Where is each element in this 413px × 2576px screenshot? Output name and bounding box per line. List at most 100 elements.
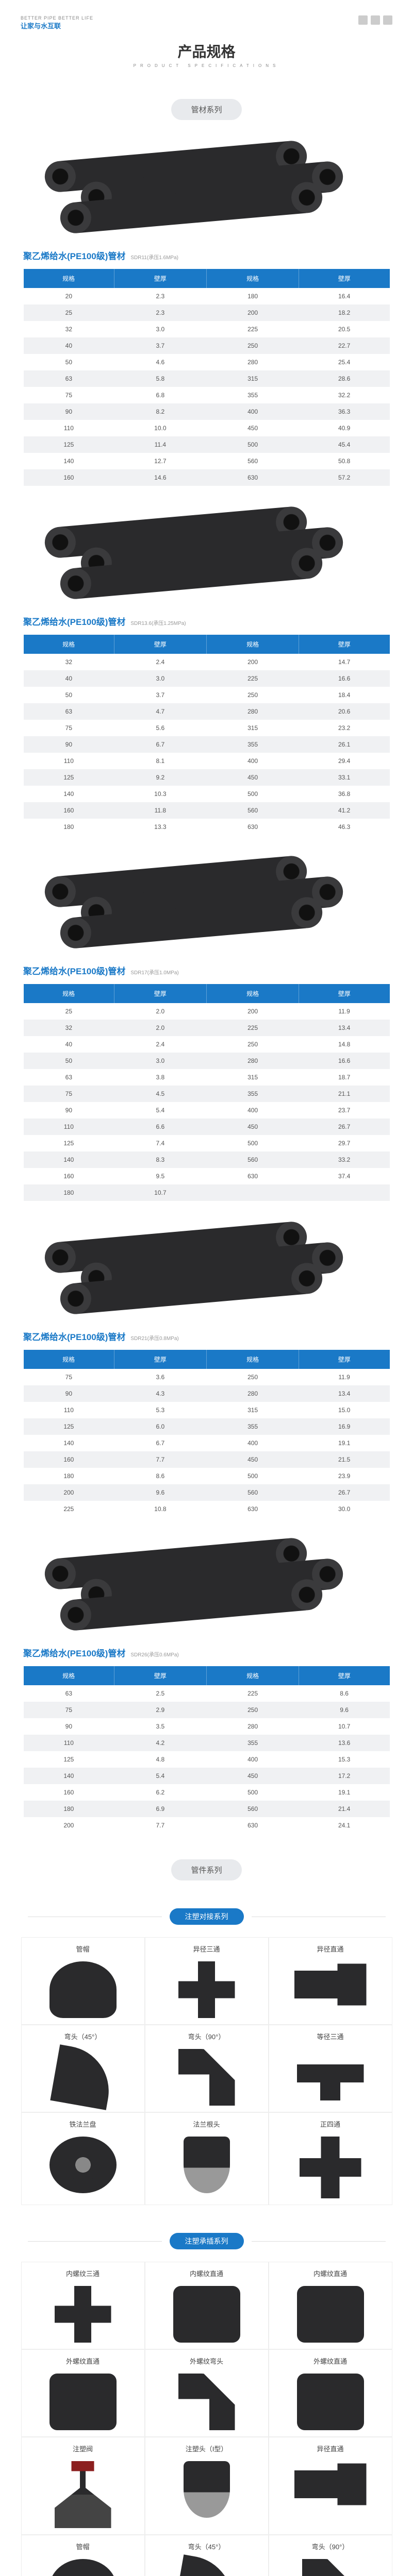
table-row: 252.020011.9 [24, 1003, 390, 1020]
fitting-image [178, 2374, 235, 2430]
table-row: 1406.740019.1 [24, 1435, 390, 1451]
pipe-product-image [21, 1216, 392, 1309]
table-row: 504.628025.4 [24, 354, 390, 370]
fitting-label: 异径直通 [275, 2444, 386, 2453]
table-row: 503.725018.4 [24, 687, 390, 703]
table-row: 1806.956021.4 [24, 1801, 390, 1817]
fitting-label: 外螺纹直通 [28, 2356, 138, 2366]
fitting-image [300, 2137, 361, 2198]
fitting-cell: 弯头（90°） [269, 2535, 392, 2576]
table-row: 1259.245033.1 [24, 769, 390, 786]
fitting-image [173, 2286, 240, 2343]
fitting-image [178, 2049, 235, 2106]
table-row: 322.022513.4 [24, 1020, 390, 1036]
section-pipe-fittings: 管件系列 [171, 1859, 241, 1880]
spec-table: 规格壁厚规格壁厚202.318016.4252.320018.2323.0225… [24, 269, 390, 486]
fitting-image [297, 2049, 364, 2100]
cert-icons [358, 15, 392, 25]
fitting-label: 内螺纹三通 [28, 2268, 138, 2278]
fitting-label: 注塑阀 [28, 2444, 138, 2453]
fitting-label: 正四通 [275, 2119, 386, 2129]
table-row: 1609.563037.4 [24, 1168, 390, 1184]
table-header: 规格 [206, 984, 299, 1003]
fitting-label: 异径三通 [152, 1944, 262, 1954]
fitting-cell: 弯头（90°） [145, 2025, 269, 2112]
fitting-label: 法兰根头 [152, 2119, 262, 2129]
table-row: 754.535521.1 [24, 1086, 390, 1102]
fitting-image [49, 2559, 117, 2576]
fitting-cell: 异径直通 [269, 1937, 392, 2025]
table-row: 12511.450045.4 [24, 436, 390, 453]
fitting-image [55, 2461, 111, 2528]
table-title: 聚乙烯给水(PE100级)管材SDR11(承压1.6MPa) [0, 239, 413, 264]
table-row: 904.328013.4 [24, 1385, 390, 1402]
table-row: 22510.863030.0 [24, 1501, 390, 1517]
fitting-label: 外螺纹弯头 [152, 2356, 262, 2366]
table-row: 202.318016.4 [24, 288, 390, 304]
table-row: 752.92509.6 [24, 1702, 390, 1718]
fitting-cell: 外螺纹直通 [21, 2349, 145, 2437]
fitting-image [49, 2137, 117, 2193]
fitting-cell: 弯头（45°） [145, 2535, 269, 2576]
table-header: 壁厚 [114, 1350, 206, 1369]
table-row: 14010.350036.8 [24, 786, 390, 802]
fitting-cell: 外螺纹直通 [269, 2349, 392, 2437]
table-header: 壁厚 [299, 635, 390, 654]
fitting-cell: 内螺纹三通 [21, 2262, 145, 2349]
fitting-label: 注塑头（I型） [152, 2444, 262, 2453]
table-row: 635.831528.6 [24, 370, 390, 387]
table-row: 906.735526.1 [24, 736, 390, 753]
table-header: 规格 [206, 635, 299, 654]
fitting-label: 异径直通 [275, 1944, 386, 1954]
fitting-cell: 正四通 [269, 2112, 392, 2205]
table-row: 1607.745021.5 [24, 1451, 390, 1468]
fitting-cell: 管帽 [21, 2535, 145, 2576]
table-row: 755.631523.2 [24, 720, 390, 736]
table-row: 1257.450029.7 [24, 1135, 390, 1151]
table-row: 753.625011.9 [24, 1369, 390, 1385]
table-row: 2007.763024.1 [24, 1817, 390, 1834]
table-row: 756.835532.2 [24, 387, 390, 403]
table-row: 2009.656026.7 [24, 1484, 390, 1501]
fitting-cell: 注塑阀 [21, 2437, 145, 2535]
table-header: 规格 [24, 269, 114, 288]
table-header: 规格 [206, 1350, 299, 1369]
fitting-cell: 弯头（45°） [21, 2025, 145, 2112]
table-row: 252.320018.2 [24, 304, 390, 321]
table-header: 壁厚 [114, 1666, 206, 1685]
fitting-label: 弯头（45°） [152, 2541, 262, 2551]
table-header: 壁厚 [299, 984, 390, 1003]
subsection-injection-socket: 注塑承插系列 [170, 2233, 244, 2249]
table-header: 壁厚 [299, 1350, 390, 1369]
table-row: 908.240036.3 [24, 403, 390, 420]
spec-table: 规格壁厚规格壁厚632.52258.6752.92509.6903.528010… [24, 1666, 390, 1834]
table-row: 1104.235513.6 [24, 1735, 390, 1751]
fitting-image [50, 2044, 115, 2110]
table-header: 规格 [24, 1666, 114, 1685]
logo-text: 让家与水互联 [21, 21, 93, 30]
fitting-image [294, 2461, 367, 2507]
table-row: 905.440023.7 [24, 1102, 390, 1118]
fitting-image [302, 2559, 359, 2576]
pipe-product-image [21, 851, 392, 943]
table-row: 1408.356033.2 [24, 1151, 390, 1168]
fitting-image [184, 2461, 230, 2518]
table-row: 18010.7 [24, 1184, 390, 1201]
fitting-label: 外螺纹直通 [275, 2356, 386, 2366]
fitting-cell: 法兰根头 [145, 2112, 269, 2205]
fitting-cell: 管帽 [21, 1937, 145, 2025]
pipe-product-image [21, 501, 392, 594]
fitting-cell: 铁法兰盘 [21, 2112, 145, 2205]
table-row: 403.725022.7 [24, 337, 390, 354]
table-row: 632.52258.6 [24, 1685, 390, 1702]
table-row: 16011.856041.2 [24, 802, 390, 819]
fitting-label: 管帽 [28, 1944, 138, 1954]
fitting-image [49, 1961, 117, 2018]
table-header: 壁厚 [114, 269, 206, 288]
table-row: 14012.756050.8 [24, 453, 390, 469]
section-pipe-materials: 管材系列 [171, 99, 241, 120]
table-title: 聚乙烯给水(PE100级)管材SDR21(承压0.8MPa) [0, 1319, 413, 1345]
table-row: 1606.250019.1 [24, 1784, 390, 1801]
fitting-image [174, 2554, 239, 2576]
fitting-image [297, 2374, 364, 2430]
